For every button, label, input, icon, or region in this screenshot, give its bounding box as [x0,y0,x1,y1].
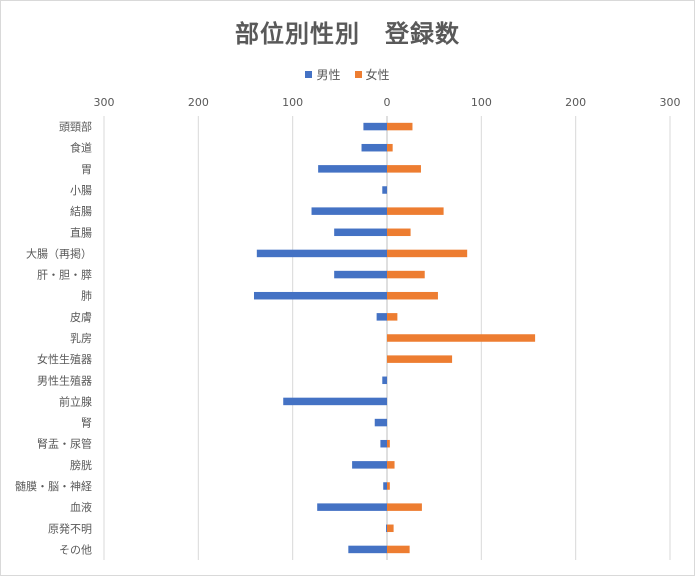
bar-female [387,207,444,215]
bar-female [387,545,410,554]
bar-female [387,143,393,152]
category-label: 肝・胆・膵 [37,269,92,282]
x-tick-label: 100 [471,96,492,109]
category-label: 皮膚 [70,310,92,324]
category-label: 直腸 [70,225,92,239]
bar-male [334,228,387,237]
bar-female [387,439,390,448]
bar-male [382,186,387,194]
bar-female [387,291,438,300]
category-label: 頭頸部 [59,120,92,134]
category-label: 大腸（再掲） [26,246,92,260]
bar-female [387,270,425,279]
bar-male [352,461,387,469]
bar-male [382,376,387,385]
chart-title: 部位別性別 登録数 [235,20,460,48]
bar-male [348,545,387,554]
category-label: 男性生殖器 [37,373,92,387]
bar-female [387,228,411,237]
bar-female [387,355,453,363]
bar-female [387,503,422,511]
bar-male [253,291,387,300]
bar-male [317,503,387,511]
category-label: 髄膜・脳・神経 [15,479,92,493]
category-label: 肺 [81,290,92,303]
x-tick-label: 100 [282,96,303,109]
legend-label-male: 男性 [316,68,341,82]
category-label: 結腸 [70,204,92,218]
legend: 男性 女性 [0,66,695,83]
legend-swatch-male [305,71,313,78]
bar-female [387,334,536,342]
bar-male [374,418,387,427]
bar-female [387,313,398,321]
bar-female [387,165,421,173]
x-tick-label: 200 [188,96,209,109]
category-label: 腎 [81,417,92,430]
bar-male [363,122,387,131]
category-label: 食道 [70,141,92,155]
bar-male [256,249,387,258]
x-tick-label: 300 [94,96,115,109]
category-label: 腎盂・尿管 [37,437,92,451]
bar-male [283,397,387,406]
category-label: 女性生殖器 [37,352,92,366]
category-label: 膀胱 [70,458,92,472]
category-label: 乳房 [70,332,92,345]
category-label: 原発不明 [48,521,92,535]
bar-male [376,313,387,321]
category-label: その他 [59,543,92,556]
bar-male [386,524,387,533]
x-tick-label: 0 [384,96,391,109]
bar-male [380,439,387,448]
bar-male [318,165,387,173]
category-label: 胃 [81,163,92,176]
bar-male [383,482,387,490]
bar-male [361,143,387,152]
legend-entry-female: 女性 [354,66,390,83]
category-label: 前立腺 [59,394,92,408]
legend-label-female: 女性 [365,68,390,82]
bar-female [387,249,468,258]
legend-entry-male: 男性 [305,66,341,83]
bar-female [387,524,394,533]
category-label: 血液 [70,500,92,514]
x-tick-label: 300 [660,96,681,109]
bar-female [387,461,395,469]
legend-swatch-female [354,71,362,78]
bar-male [311,207,387,215]
x-tick-label: 200 [565,96,586,109]
category-label: 小腸 [70,184,92,197]
bar-female [387,482,390,490]
bar-male [334,270,387,279]
bar-female [387,122,413,131]
